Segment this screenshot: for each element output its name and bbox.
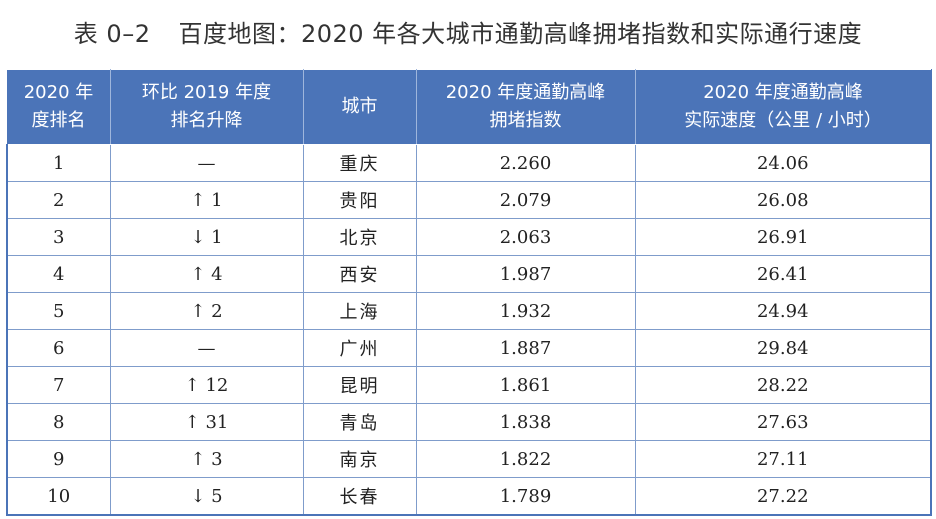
cell-index: 1.932	[415, 292, 636, 330]
cell-change: ↓ 5	[109, 477, 304, 516]
header-city: 城市	[302, 69, 417, 145]
cell-rank: 7	[6, 366, 111, 404]
cell-change: —	[109, 144, 304, 182]
cell-speed: 24.94	[634, 292, 932, 330]
cell-rank: 9	[6, 440, 111, 478]
cell-speed: 26.91	[634, 218, 932, 256]
cell-city: 昆明	[302, 366, 417, 404]
cell-index: 1.838	[415, 403, 636, 441]
cell-speed: 28.22	[634, 366, 932, 404]
cell-rank: 8	[6, 403, 111, 441]
congestion-table: 2020 年 度排名 环比 2019 年度 排名升降 城市 2020 年度通勤高…	[6, 69, 932, 516]
table-row: 5 ↑ 2 上海 1.932 24.94	[6, 292, 932, 330]
cell-rank: 1	[6, 144, 111, 182]
table-title-text: 百度地图：2020 年各大城市通勤高峰拥堵指数和实际通行速度	[178, 20, 863, 48]
cell-rank: 3	[6, 218, 111, 256]
header-index: 2020 年度通勤高峰 拥堵指数	[415, 69, 636, 145]
cell-city: 西安	[302, 255, 417, 293]
cell-city: 青岛	[302, 403, 417, 441]
table-row: 8 ↑ 31 青岛 1.838 27.63	[6, 403, 932, 441]
cell-speed: 29.84	[634, 329, 932, 367]
cell-change: ↑ 2	[109, 292, 304, 330]
cell-change: ↑ 12	[109, 366, 304, 404]
cell-city: 南京	[302, 440, 417, 478]
cell-index: 2.079	[415, 181, 636, 219]
cell-city: 长春	[302, 477, 417, 516]
table-row: 4 ↑ 4 西安 1.987 26.41	[6, 255, 932, 293]
table-row: 6— 广州 1.887 29.84	[6, 329, 932, 367]
table-number: 表 0–2	[73, 20, 151, 48]
header-change: 环比 2019 年度 排名升降	[109, 69, 304, 145]
cell-rank: 6	[6, 329, 111, 367]
cell-speed: 27.22	[634, 477, 932, 516]
header-rank: 2020 年 度排名	[6, 69, 111, 145]
cell-change: ↑ 31	[109, 403, 304, 441]
cell-index: 2.063	[415, 218, 636, 256]
cell-index: 1.987	[415, 255, 636, 293]
cell-rank: 2	[6, 181, 111, 219]
table-title: 表 0–2 百度地图：2020 年各大城市通勤高峰拥堵指数和实际通行速度	[0, 14, 936, 49]
cell-speed: 26.08	[634, 181, 932, 219]
cell-speed: 27.11	[634, 440, 932, 478]
cell-city: 贵阳	[302, 181, 417, 219]
cell-change: —	[109, 329, 304, 367]
cell-rank: 5	[6, 292, 111, 330]
cell-index: 2.260	[415, 144, 636, 182]
table-row: 10 ↓ 5 长春 1.789 27.22	[6, 477, 932, 516]
header-speed: 2020 年度通勤高峰 实际速度（公里 / 小时）	[634, 69, 932, 145]
cell-change: ↑ 3	[109, 440, 304, 478]
cell-city: 广州	[302, 329, 417, 367]
table-row: 9 ↑ 3 南京 1.822 27.11	[6, 440, 932, 478]
cell-change: ↑ 4	[109, 255, 304, 293]
header-row: 2020 年 度排名 环比 2019 年度 排名升降 城市 2020 年度通勤高…	[6, 69, 932, 145]
cell-index: 1.789	[415, 477, 636, 516]
cell-rank: 10	[6, 477, 111, 516]
cell-rank: 4	[6, 255, 111, 293]
table-row: 3 ↓ 1 北京 2.063 26.91	[6, 218, 932, 256]
cell-change: ↑ 1	[109, 181, 304, 219]
cell-city: 北京	[302, 218, 417, 256]
cell-index: 1.822	[415, 440, 636, 478]
cell-index: 1.861	[415, 366, 636, 404]
table-row: 7 ↑ 12 昆明 1.861 28.22	[6, 366, 932, 404]
cell-city: 上海	[302, 292, 417, 330]
cell-speed: 26.41	[634, 255, 932, 293]
cell-city: 重庆	[302, 144, 417, 182]
cell-speed: 27.63	[634, 403, 932, 441]
cell-change: ↓ 1	[109, 218, 304, 256]
table-row: 2 ↑ 1 贵阳 2.079 26.08	[6, 181, 932, 219]
cell-index: 1.887	[415, 329, 636, 367]
table-row: 1— 重庆 2.260 24.06	[6, 144, 932, 182]
cell-speed: 24.06	[634, 144, 932, 182]
